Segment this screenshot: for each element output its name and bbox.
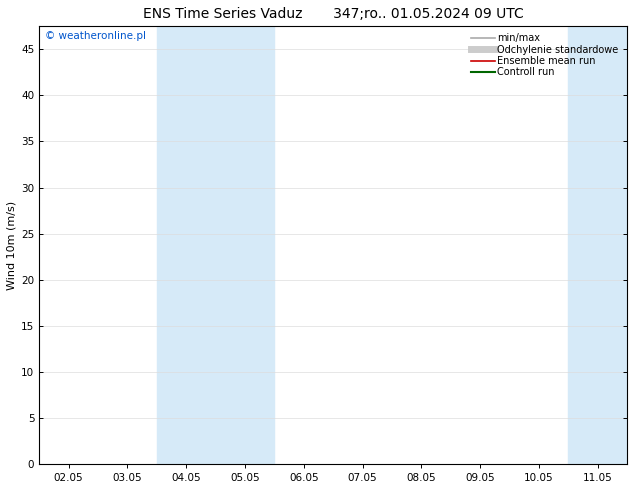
Bar [216, 26, 275, 464]
Text: © weatheronline.pl: © weatheronline.pl [45, 31, 146, 41]
Bar [568, 26, 627, 464]
Y-axis label: Wind 10m (m/s): Wind 10m (m/s) [7, 200, 17, 290]
Title: ENS Time Series Vaduz       347;ro.. 01.05.2024 09 UTC: ENS Time Series Vaduz 347;ro.. 01.05.202… [143, 7, 524, 21]
Bar [157, 26, 216, 464]
Legend: min/max, Odchylenie standardowe, Ensemble mean run, Controll run: min/max, Odchylenie standardowe, Ensembl… [469, 31, 622, 79]
